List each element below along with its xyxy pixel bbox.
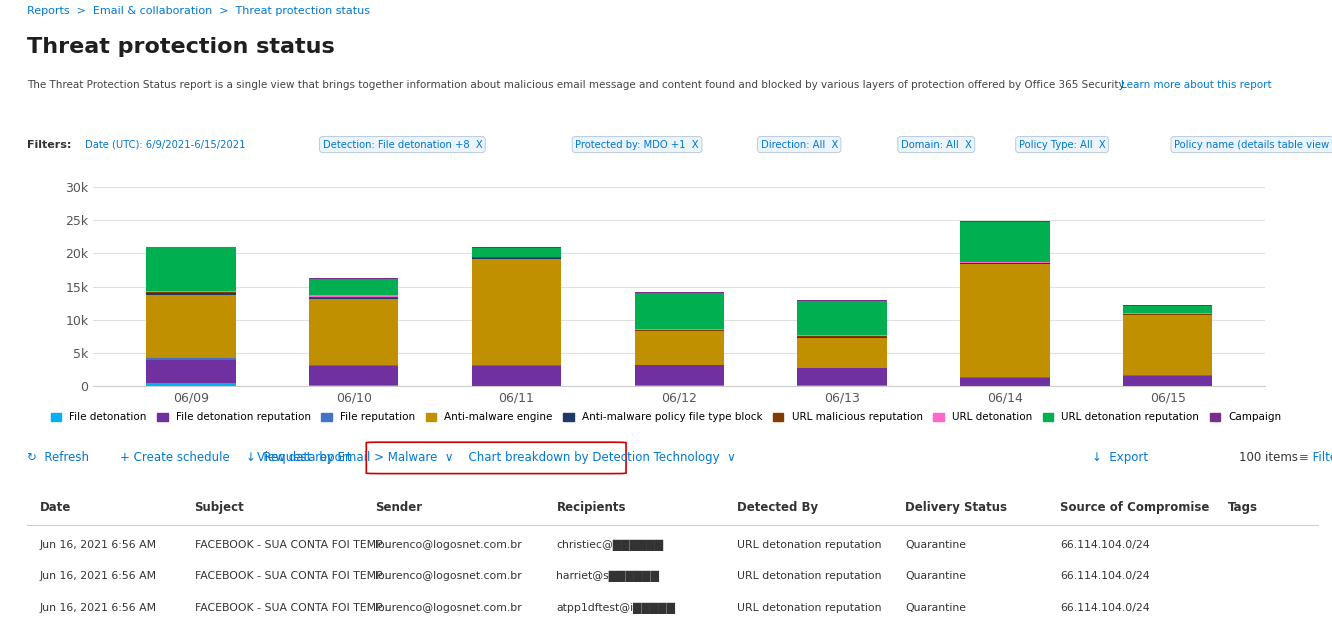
- Text: Quarantine: Quarantine: [906, 540, 966, 550]
- Text: Reports  >  Email & collaboration  >  Threat protection status: Reports > Email & collaboration > Threat…: [27, 6, 370, 16]
- Bar: [798, 335, 887, 336]
- Bar: [309, 278, 398, 295]
- Text: Quarantine: Quarantine: [906, 571, 966, 581]
- Text: Jun 16, 2021 6:56 AM: Jun 16, 2021 6:56 AM: [40, 571, 157, 581]
- Bar: [960, 262, 1050, 263]
- Bar: [147, 383, 236, 386]
- Bar: [960, 377, 1050, 378]
- Bar: [309, 295, 398, 297]
- Bar: [960, 263, 1050, 264]
- Bar: [960, 221, 1050, 222]
- Text: URL detonation reputation: URL detonation reputation: [738, 571, 882, 581]
- Bar: [634, 331, 725, 364]
- Text: Source of Compromise: Source of Compromise: [1060, 501, 1209, 514]
- Bar: [1123, 315, 1212, 375]
- Bar: [798, 336, 887, 337]
- Text: Date (UTC): 6/9/2021-6/15/2021: Date (UTC): 6/9/2021-6/15/2021: [85, 140, 245, 150]
- Bar: [472, 365, 561, 366]
- Text: 66.114.104.0/24: 66.114.104.0/24: [1060, 602, 1150, 612]
- Bar: [472, 248, 561, 257]
- Bar: [147, 293, 236, 295]
- Text: lourenco@logosnet.com.br: lourenco@logosnet.com.br: [376, 602, 522, 612]
- Bar: [309, 297, 398, 298]
- Text: ↓  Export: ↓ Export: [1092, 452, 1148, 464]
- Bar: [798, 338, 887, 368]
- Text: Direction: All  X: Direction: All X: [761, 140, 838, 150]
- Text: Domain: All  X: Domain: All X: [900, 140, 972, 150]
- Text: Recipients: Recipients: [557, 501, 626, 514]
- Text: The Threat Protection Status report is a single view that brings together inform: The Threat Protection Status report is a…: [27, 80, 1132, 90]
- Bar: [147, 359, 236, 383]
- Bar: [1123, 313, 1212, 314]
- Bar: [147, 247, 236, 290]
- Text: Jun 16, 2021 6:56 AM: Jun 16, 2021 6:56 AM: [40, 540, 157, 550]
- Text: Threat protection status: Threat protection status: [27, 37, 334, 57]
- Bar: [147, 292, 236, 293]
- Bar: [798, 300, 887, 335]
- Text: lourenco@logosnet.com.br: lourenco@logosnet.com.br: [376, 571, 522, 581]
- Bar: [1123, 305, 1212, 313]
- Text: ↓  Request report: ↓ Request report: [246, 452, 352, 464]
- Bar: [960, 222, 1050, 262]
- Bar: [309, 385, 398, 386]
- Bar: [472, 366, 561, 386]
- Text: URL detonation reputation: URL detonation reputation: [738, 602, 882, 612]
- Bar: [634, 293, 725, 330]
- Text: FACEBOOK - SUA CONTA FOI TEMP...: FACEBOOK - SUA CONTA FOI TEMP...: [194, 602, 390, 612]
- Text: Learn more about this report: Learn more about this report: [1122, 80, 1272, 90]
- Text: 100 items: 100 items: [1239, 452, 1297, 464]
- Text: Delivery Status: Delivery Status: [906, 501, 1007, 514]
- Bar: [309, 366, 398, 385]
- Text: ↻  Refresh: ↻ Refresh: [27, 452, 89, 464]
- Bar: [634, 385, 725, 386]
- Text: lourenco@logosnet.com.br: lourenco@logosnet.com.br: [376, 540, 522, 550]
- Bar: [309, 365, 398, 366]
- Text: Sender: Sender: [376, 501, 422, 514]
- Text: 66.114.104.0/24: 66.114.104.0/24: [1060, 540, 1150, 550]
- Bar: [147, 358, 236, 359]
- Bar: [798, 337, 887, 338]
- Legend: File detonation, File detonation reputation, File reputation, Anti-malware engin: File detonation, File detonation reputat…: [51, 412, 1281, 422]
- Bar: [1123, 375, 1212, 376]
- Bar: [634, 292, 725, 293]
- Text: Subject: Subject: [194, 501, 244, 514]
- Bar: [147, 290, 236, 292]
- Bar: [634, 364, 725, 365]
- Bar: [634, 365, 725, 385]
- Bar: [960, 264, 1050, 377]
- Bar: [309, 298, 398, 365]
- Text: harriet@s██████: harriet@s██████: [557, 571, 659, 583]
- Text: + Create schedule: + Create schedule: [120, 452, 229, 464]
- Text: christiec@██████: christiec@██████: [557, 540, 663, 551]
- Bar: [472, 258, 561, 259]
- Text: Protected by: MDO +1  X: Protected by: MDO +1 X: [575, 140, 699, 150]
- FancyBboxPatch shape: [366, 442, 626, 473]
- Bar: [472, 257, 561, 258]
- Text: Date: Date: [40, 501, 71, 514]
- Bar: [960, 378, 1050, 386]
- Text: Filters:: Filters:: [27, 140, 71, 150]
- Bar: [472, 259, 561, 365]
- Text: Policy Type: All  X: Policy Type: All X: [1019, 140, 1106, 150]
- Text: FACEBOOK - SUA CONTA FOI TEMP...: FACEBOOK - SUA CONTA FOI TEMP...: [194, 571, 390, 581]
- Bar: [1123, 376, 1212, 386]
- Text: Quarantine: Quarantine: [906, 602, 966, 612]
- Text: Detection: File detonation +8  X: Detection: File detonation +8 X: [322, 140, 482, 150]
- Text: Policy name (details table view only): All  X: Policy name (details table view only): A…: [1173, 140, 1332, 150]
- Text: 66.114.104.0/24: 66.114.104.0/24: [1060, 571, 1150, 581]
- Bar: [1123, 314, 1212, 315]
- Bar: [472, 247, 561, 248]
- Text: URL detonation reputation: URL detonation reputation: [738, 540, 882, 550]
- Bar: [147, 295, 236, 358]
- Text: Tags: Tags: [1228, 501, 1259, 514]
- Text: FACEBOOK - SUA CONTA FOI TEMP...: FACEBOOK - SUA CONTA FOI TEMP...: [194, 540, 390, 550]
- Text: ≡ Filter: ≡ Filter: [1299, 452, 1332, 464]
- Text: View data by Email > Malware  ∨    Chart breakdown by Detection Technology  ∨: View data by Email > Malware ∨ Chart bre…: [257, 452, 735, 464]
- Bar: [634, 330, 725, 331]
- Bar: [798, 385, 887, 386]
- Text: Detected By: Detected By: [738, 501, 818, 514]
- Text: atpp1dftest@i█████: atpp1dftest@i█████: [557, 602, 675, 614]
- Text: Jun 16, 2021 6:56 AM: Jun 16, 2021 6:56 AM: [40, 602, 157, 612]
- Bar: [798, 368, 887, 385]
